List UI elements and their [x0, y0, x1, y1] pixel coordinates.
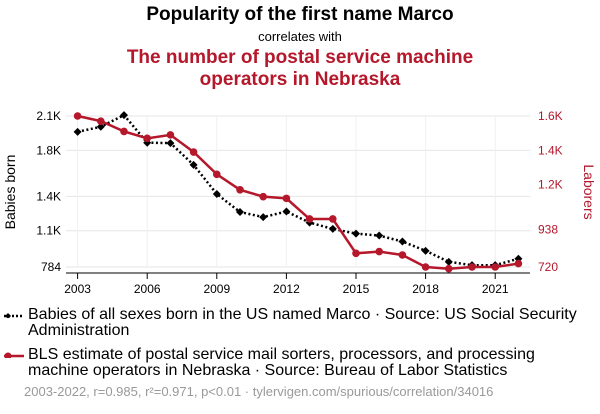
y-tick-label-left: 1.1K [36, 224, 61, 238]
data-point-babies [166, 139, 175, 148]
axes: 784 1.1K 1.4K 1.8K 2.1K 2003 2006 2009 2012 2015 2… [36, 109, 562, 296]
x-tick-label: 2018 [412, 282, 439, 296]
legend-swatch-solid-circle [4, 352, 24, 358]
data-point-babies [444, 257, 453, 266]
series-line-laborers [77, 114, 519, 270]
legend-swatch-dotted-diamond [4, 313, 24, 318]
data-point-babies [259, 213, 268, 222]
data-point-laborers [514, 259, 523, 268]
y-tick-label-left: 784 [41, 260, 61, 274]
x-tick-label: 2009 [203, 282, 230, 296]
data-point-laborers [305, 215, 314, 223]
data-point-babies [189, 160, 198, 169]
chart-subtitle: correlates with [258, 29, 342, 44]
data-point-babies [398, 237, 407, 246]
data-point-babies [421, 246, 430, 255]
series-laborers [73, 112, 523, 273]
data-point-laborers [491, 263, 500, 271]
data-point-laborers [421, 263, 430, 271]
data-point-babies [73, 127, 82, 136]
y-tick-label-left: 2.1K [36, 109, 61, 123]
series-babies-born [73, 111, 523, 270]
grid-lines [66, 115, 530, 268]
data-point-laborers [189, 148, 198, 156]
data-point-babies [328, 224, 337, 233]
x-tick-label: 2006 [134, 282, 161, 296]
data-point-laborers [352, 249, 360, 258]
y-tick-label-left: 1.8K [36, 143, 61, 157]
data-point-babies [236, 208, 244, 217]
x-tick-label: 2012 [273, 282, 300, 296]
y-tick-label-right: 720 [538, 260, 558, 274]
data-point-laborers [398, 251, 407, 259]
data-point-laborers [329, 215, 337, 223]
x-tick-label: 2015 [343, 282, 370, 296]
y-tick-label-left: 1.4K [36, 189, 61, 203]
y-tick-label-right: 1.6K [538, 109, 563, 123]
data-point-laborers [120, 127, 128, 136]
data-point-laborers [259, 192, 268, 201]
data-point-laborers [143, 134, 151, 143]
data-point-babies [96, 122, 105, 131]
y-tick-label-right: 1.4K [538, 143, 563, 157]
y-tick-label-right: 938 [538, 223, 558, 237]
y-axis-label-left: Babies born [2, 155, 18, 230]
chart-title-secondary: The number of postal service machine ope… [0, 47, 600, 91]
data-point-babies [282, 207, 291, 216]
legend-text-laborers: BLS estimate of postal service mail sort… [28, 346, 535, 379]
data-point-babies [212, 190, 221, 199]
data-point-laborers [375, 247, 384, 256]
chart-title: Popularity of the first name Marco [146, 4, 454, 25]
y-axis-label-right: Laborers [581, 164, 597, 219]
data-point-babies [352, 229, 360, 238]
chart-title-secondary-line2: operators in Nebraska [199, 69, 401, 90]
chart-footer: 2003-2022, r=0.985, r²=0.971, p<0.01 · t… [24, 384, 494, 399]
data-point-laborers [468, 263, 476, 271]
y-tick-label-right: 1.2K [538, 178, 563, 192]
legend-text-babies: Babies of all sexes born in the US named… [28, 306, 577, 339]
data-point-laborers [236, 185, 244, 194]
data-point-laborers [97, 117, 105, 125]
data-point-laborers [73, 112, 82, 120]
chart-title-secondary-line1: The number of postal service machine [126, 47, 474, 68]
data-point-babies [120, 111, 128, 120]
data-point-laborers [282, 194, 291, 203]
data-point-laborers [166, 131, 175, 139]
x-tick-label: 2021 [482, 282, 509, 296]
data-point-laborers [213, 170, 221, 179]
data-point-laborers [445, 264, 453, 273]
data-point-babies [375, 231, 384, 240]
x-tick-label: 2003 [64, 282, 91, 296]
